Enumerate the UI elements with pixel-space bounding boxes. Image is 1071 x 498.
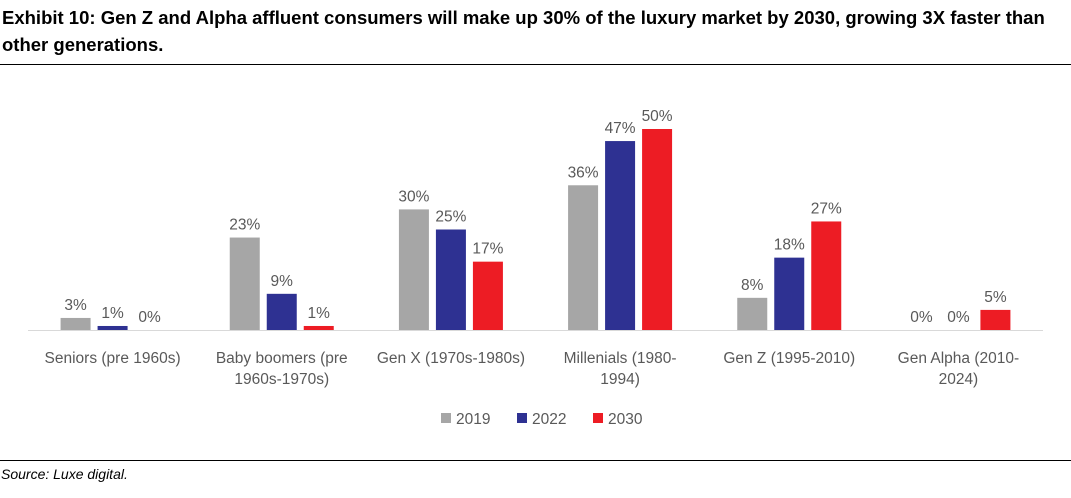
category-label: Gen Alpha (2010- bbox=[898, 350, 1020, 367]
source-note: Source: Luxe digital. bbox=[1, 466, 128, 482]
data-label: 18% bbox=[774, 237, 805, 254]
data-label: 0% bbox=[947, 309, 970, 326]
data-label: 9% bbox=[271, 273, 294, 290]
bar-2030-4 bbox=[811, 221, 842, 330]
bar-2030-5 bbox=[980, 309, 1011, 330]
data-label: 17% bbox=[472, 241, 503, 258]
data-label: 1% bbox=[308, 305, 331, 322]
bar-2022-4 bbox=[774, 257, 805, 330]
data-label: 36% bbox=[568, 164, 599, 181]
legend-label-2019: 2019 bbox=[456, 411, 490, 428]
bar-2019-1 bbox=[229, 237, 260, 330]
bar-2019-3 bbox=[568, 185, 599, 330]
data-label: 0% bbox=[138, 309, 161, 326]
category-label: Gen Z (1995-2010) bbox=[723, 350, 855, 367]
category-label: 2024) bbox=[939, 371, 979, 388]
bar-2019-0 bbox=[60, 317, 91, 330]
bar-2022-3 bbox=[605, 141, 636, 330]
bar-2022-1 bbox=[266, 293, 297, 330]
category-label: 1994) bbox=[600, 371, 640, 388]
category-label: Gen X (1970s-1980s) bbox=[377, 350, 525, 367]
legend-swatch-2030 bbox=[593, 413, 603, 423]
data-label: 8% bbox=[741, 277, 764, 294]
legend-label-2030: 2030 bbox=[608, 411, 643, 428]
data-label: 1% bbox=[101, 305, 124, 322]
bar-2030-3 bbox=[642, 129, 673, 330]
data-label: 27% bbox=[811, 200, 842, 217]
category-label: 1960s-1970s) bbox=[234, 371, 329, 388]
bar-2022-2 bbox=[435, 229, 466, 330]
category-label: Baby boomers (pre bbox=[216, 350, 348, 367]
data-label: 3% bbox=[64, 297, 87, 314]
data-label: 50% bbox=[642, 108, 673, 125]
bar-2030-2 bbox=[472, 261, 503, 330]
legend-swatch-2019 bbox=[441, 413, 451, 423]
chart-title: Exhibit 10: Gen Z and Alpha affluent con… bbox=[2, 7, 1045, 55]
chart-area: 3% 1% 0% Seniors (pre 1960s) 23% 9% 1% Baby boo… bbox=[0, 65, 1071, 460]
bar-chart: 3% 1% 0% Seniors (pre 1960s) 23% 9% 1% Baby boo… bbox=[28, 108, 1043, 428]
category-label: Millenials (1980- bbox=[564, 350, 677, 367]
bar-2019-2 bbox=[398, 209, 429, 330]
data-label: 47% bbox=[605, 120, 636, 137]
bar-2022-0 bbox=[97, 325, 128, 330]
bar-2019-4 bbox=[737, 297, 768, 330]
data-label: 25% bbox=[435, 209, 466, 226]
data-label: 30% bbox=[398, 188, 429, 205]
bar-2030-1 bbox=[303, 325, 334, 330]
legend-swatch-2022 bbox=[517, 413, 527, 423]
data-label: 5% bbox=[984, 289, 1007, 306]
data-label: 23% bbox=[229, 217, 260, 234]
legend-label-2022: 2022 bbox=[532, 411, 566, 428]
category-label: Seniors (pre 1960s) bbox=[45, 350, 181, 367]
bottom-divider bbox=[0, 460, 1071, 461]
top-divider bbox=[0, 64, 1071, 65]
data-label: 0% bbox=[910, 309, 933, 326]
